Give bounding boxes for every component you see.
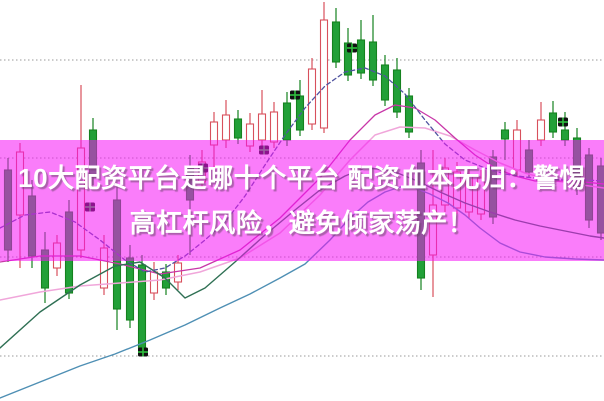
headline-line-2: 高杠杆风险，避免倾家荡产！ [129, 207, 475, 238]
headline-banner: 10大配资平台是哪十个平台 配资血本无归：警惕 高杠杆风险，避免倾家荡产！ [0, 140, 604, 261]
headline-line-1: 10大配资平台是哪十个平台 配资血本无归：警惕 [18, 162, 586, 193]
